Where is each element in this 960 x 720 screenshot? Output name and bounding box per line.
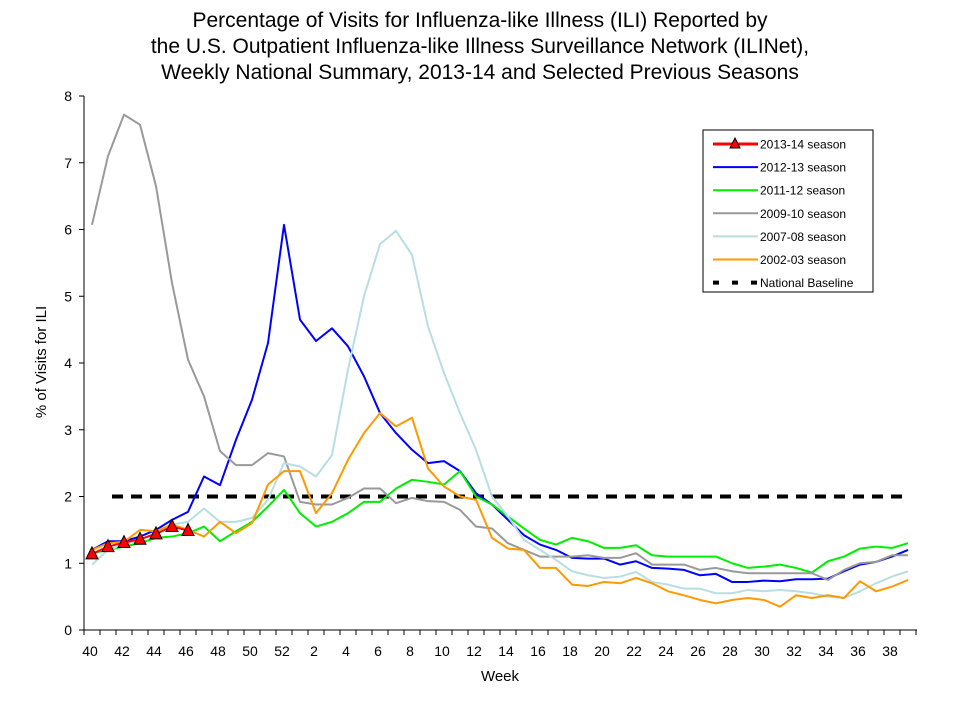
x-axis-label: Week — [481, 668, 520, 685]
x-tick-label: 26 — [690, 643, 706, 659]
data-point-2013-14 — [133, 531, 147, 545]
x-tick-label: 30 — [754, 643, 770, 659]
x-tick-label: 22 — [626, 643, 642, 659]
legend-triangle-marker — [729, 136, 741, 149]
series-line-2002-03-season — [91, 412, 909, 608]
data-point-2013-14 — [101, 538, 115, 553]
x-tick-label: 42 — [114, 643, 130, 659]
x-tick-label: 40 — [82, 643, 98, 659]
x-tick-label: 46 — [178, 643, 194, 659]
chart-title: Percentage of Visits for Influenza-like … — [0, 8, 960, 86]
legend-label: 2011-12 season — [760, 184, 845, 198]
series-line-2012-13-season — [91, 223, 909, 583]
y-axis-label: % of Visits for ILI — [33, 306, 50, 418]
series-layer — [85, 113, 909, 608]
x-tick-label: 36 — [850, 643, 866, 659]
chart-title-line-1: Percentage of Visits for Influenza-like … — [192, 9, 768, 32]
x-tick-label: 52 — [274, 643, 290, 659]
legend-label: 2007-08 season — [760, 230, 846, 244]
y-tick-label: 4 — [64, 355, 72, 371]
x-tick-label: 28 — [722, 643, 738, 659]
legend-box — [702, 129, 874, 293]
y-tick-label: 7 — [64, 155, 72, 171]
x-tick-label: 34 — [818, 643, 834, 659]
y-tick-label: 0 — [64, 622, 72, 638]
legend-label: National Baseline — [760, 276, 854, 290]
x-tick-label: 24 — [658, 643, 674, 659]
x-tick-label: 8 — [406, 643, 414, 659]
legend: 2013-14 season 2012-13 season 2011-12 seas… — [702, 129, 874, 293]
x-tick-label: 18 — [562, 643, 578, 659]
x-tick-label: 20 — [594, 643, 610, 659]
y-tick-label: 3 — [64, 422, 72, 438]
x-tick-label: 12 — [466, 643, 482, 659]
x-tick-label: 32 — [786, 643, 802, 659]
y-tick-label: 1 — [64, 555, 72, 571]
y-tick-label: 8 — [64, 88, 72, 104]
legend-item: 2012-13 season — [713, 161, 846, 175]
y-tick-label: 6 — [64, 222, 72, 238]
data-point-2013-14 — [85, 545, 99, 560]
series-line-2007-08-season — [91, 229, 909, 599]
x-tick-label: 2 — [310, 643, 318, 659]
legend-label: 2009-10 season — [760, 207, 846, 221]
legend-label: 2013-14 season — [760, 138, 846, 152]
series-line-2011-12-season — [91, 470, 909, 574]
x-tick-label: 4 — [342, 643, 350, 659]
legend-label: 2012-13 season — [760, 161, 846, 175]
chart-title-line-3: Weekly National Summary, 2013-14 and Sel… — [161, 61, 799, 84]
x-tick-label: 38 — [882, 643, 898, 659]
chart-title-line-2: the U.S. Outpatient Influenza-like Illne… — [150, 35, 810, 58]
x-tick-label: 6 — [374, 643, 382, 659]
legend-item: 2009-10 season — [713, 207, 846, 221]
legend-label: 2002-03 season — [760, 253, 846, 267]
data-point-2013-14 — [149, 525, 163, 540]
y-tick-label: 5 — [64, 288, 72, 304]
x-tick-label: 10 — [434, 643, 450, 659]
legend-item: 2007-08 season — [713, 230, 846, 244]
legend-item: 2011-12 season — [713, 184, 845, 198]
x-tick-label: 50 — [242, 643, 258, 659]
x-tick-label: 14 — [498, 643, 514, 659]
legend-item: National Baseline — [713, 276, 854, 290]
x-tick-label: 44 — [146, 643, 162, 659]
x-tick-label: 48 — [210, 643, 226, 659]
data-point-2013-14 — [117, 534, 131, 549]
legend-item: 2002-03 season — [713, 253, 846, 267]
legend-item: 2013-14 season — [713, 136, 846, 152]
data-point-2013-14 — [181, 522, 195, 537]
series-line-2009-10-season — [91, 113, 908, 581]
x-tick-label: 16 — [530, 643, 546, 659]
y-tick-label: 2 — [64, 489, 72, 505]
data-point-2013-14 — [165, 518, 179, 533]
